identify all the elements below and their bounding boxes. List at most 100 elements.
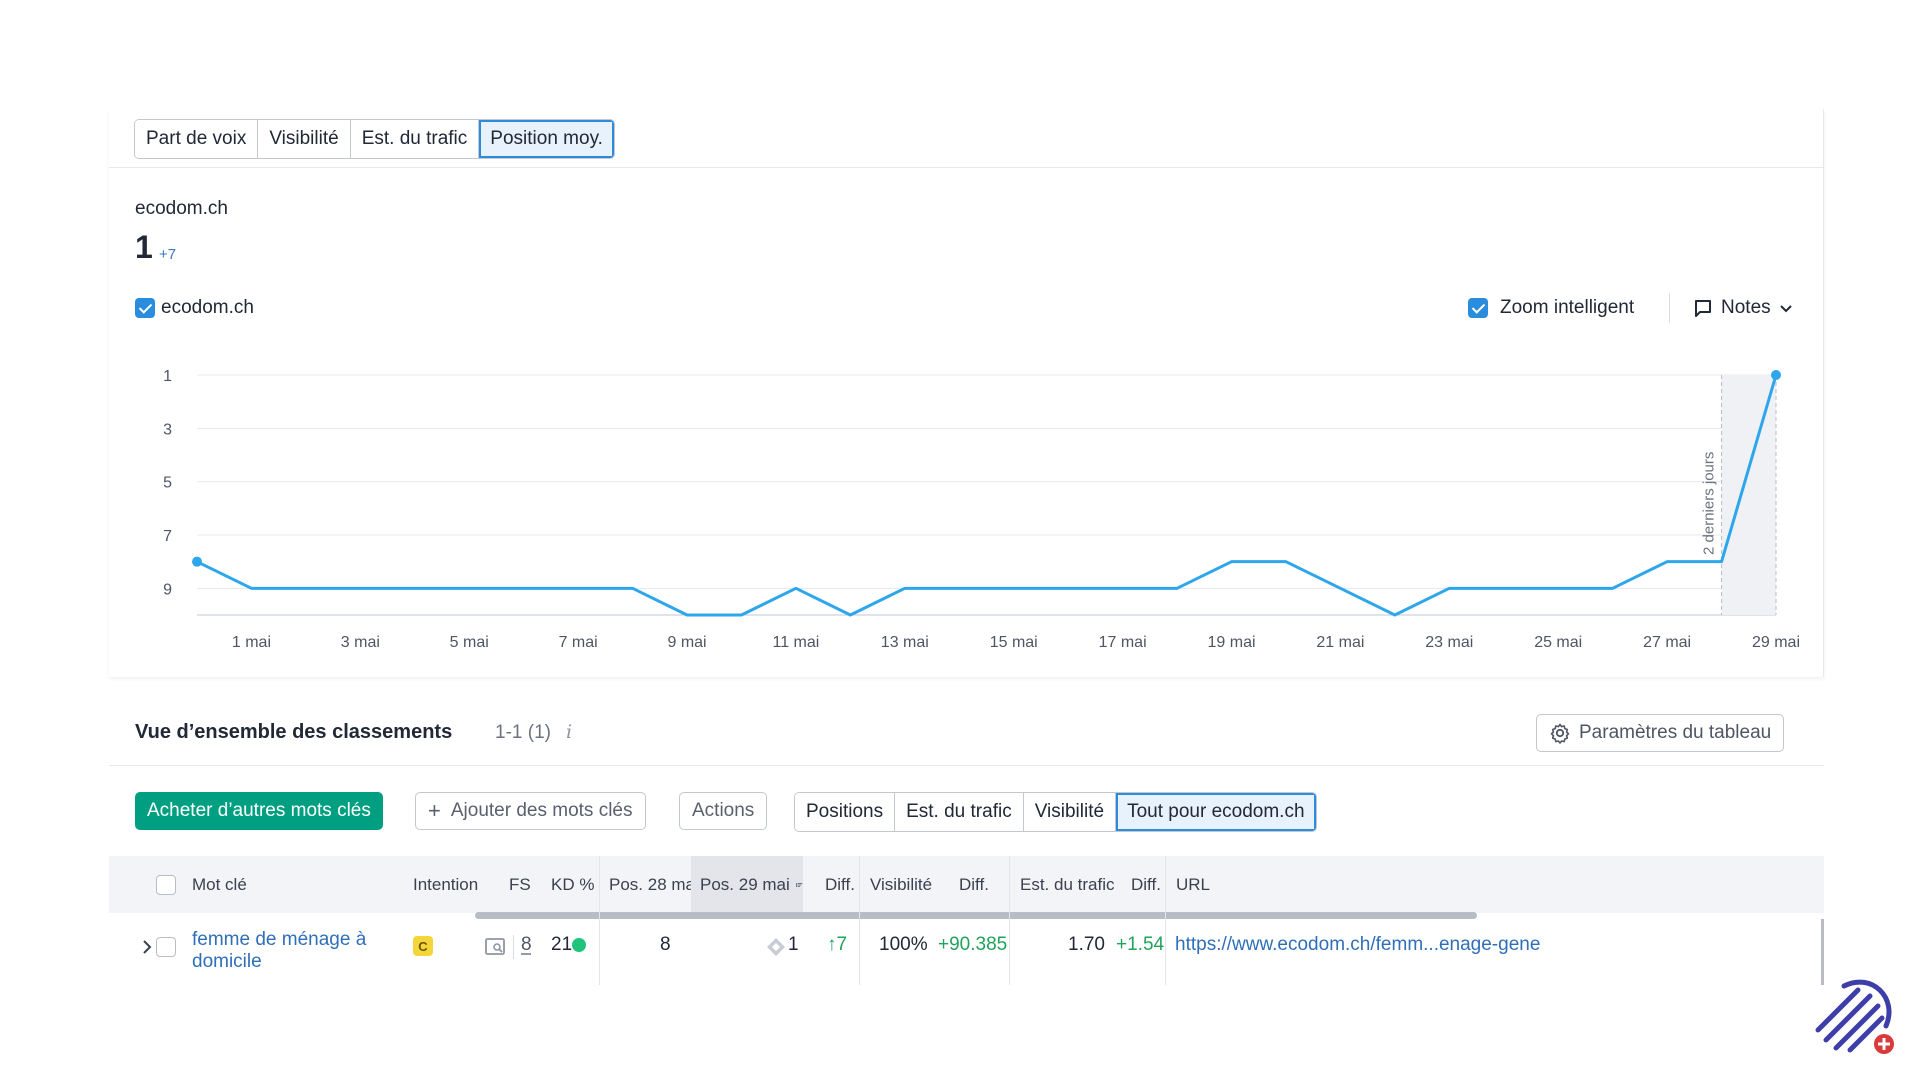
- y-tick-label: 3: [163, 421, 172, 438]
- y-tick-label: 1: [163, 368, 172, 385]
- divider: [1165, 856, 1166, 985]
- plus-icon: +: [428, 798, 441, 823]
- traffic-value: 1.70: [1068, 934, 1105, 955]
- table-settings-button[interactable]: Paramètres du tableau: [1536, 714, 1785, 752]
- tab-visibility[interactable]: Visibilité: [1023, 793, 1117, 831]
- comment-icon: [1695, 300, 1711, 317]
- tab-positions[interactable]: Positions: [795, 793, 896, 831]
- checkbox-checked-icon[interactable]: [1468, 298, 1488, 318]
- tab-share-of-voice[interactable]: Part de voix: [135, 120, 259, 158]
- section-title: Vue d’ensemble des classements: [135, 721, 453, 743]
- visibility-value: 100%: [879, 934, 928, 955]
- col-intent[interactable]: Intention: [413, 874, 479, 894]
- traffic-diff: +1.54: [1116, 934, 1165, 955]
- recent-days-label: 2 derniers jours: [1701, 452, 1718, 555]
- divider: [513, 935, 514, 959]
- y-tick-label: 7: [163, 528, 172, 545]
- kd-indicator-icon: [572, 938, 586, 952]
- divider: [1669, 293, 1670, 323]
- add-keywords-button[interactable]: + Ajouter des mots clés: [415, 792, 646, 830]
- row-checkbox[interactable]: [156, 937, 176, 957]
- keyword-line-2: domicile: [192, 951, 262, 972]
- x-tick-label: 29 mai: [1752, 634, 1800, 651]
- select-all-checkbox[interactable]: [156, 856, 176, 913]
- col-diff-traffic[interactable]: Diff.: [1131, 874, 1161, 894]
- tab-visibility[interactable]: Visibilité: [258, 120, 351, 158]
- pos-1-value: 8: [660, 934, 671, 955]
- col-fs[interactable]: FS: [509, 874, 531, 894]
- horizontal-scrollbar[interactable]: [475, 912, 1477, 919]
- x-tick-label: 9 mai: [667, 634, 706, 651]
- vertical-scrollbar[interactable]: [1821, 919, 1824, 985]
- col-traffic[interactable]: Est. du trafic: [1020, 874, 1115, 894]
- divider: [1009, 856, 1010, 985]
- table-row: femme de ménage à domicile C 8 21 8 1 ↑7…: [109, 919, 1824, 985]
- summary-domain: ecodom.ch: [135, 198, 228, 219]
- col-keyword[interactable]: Mot clé: [192, 874, 247, 894]
- serp-feature-diamond-icon: [767, 938, 785, 956]
- col-diff-visibility[interactable]: Diff.: [959, 874, 989, 894]
- position-line-chart: 1 3 5 7 9 1 mai 3 mai 5 mai 7 mai 9 mai 11 mai 13 …: [163, 368, 1800, 651]
- data-point: [1771, 370, 1781, 380]
- brand-logo-icon: [1815, 979, 1894, 1054]
- x-tick-label: 19 mai: [1208, 634, 1256, 651]
- y-tick-label: 5: [163, 475, 172, 492]
- tab-traffic[interactable]: Est. du trafic: [350, 120, 480, 158]
- position-diff: ↑7: [827, 934, 848, 955]
- actions-button[interactable]: Actions: [679, 792, 768, 830]
- summary-delta: +7: [159, 246, 177, 263]
- x-tick-label: 23 mai: [1425, 634, 1473, 651]
- fs-value[interactable]: 8: [521, 934, 532, 955]
- metric-tabs: Part de voix Visibilité Est. du trafic P…: [134, 119, 615, 159]
- gear-icon: [1550, 723, 1570, 744]
- x-tick-label: 1 mai: [232, 634, 271, 651]
- x-tick-label: 15 mai: [990, 634, 1038, 651]
- tab-all-for-domain[interactable]: Tout pour ecodom.ch: [1116, 793, 1316, 831]
- recent-days-band: [1721, 375, 1776, 615]
- serp-feature-icon: [485, 938, 505, 955]
- divider: [599, 856, 600, 985]
- col-visibility[interactable]: Visibilité: [870, 874, 933, 894]
- tab-average-position[interactable]: Position moy.: [479, 120, 614, 158]
- col-pos-1[interactable]: Pos. 28 mai: [609, 874, 699, 894]
- keyword-link[interactable]: femme de ménage à domicile: [192, 929, 366, 973]
- divider: [109, 765, 1824, 766]
- rankings-overview-card: Vue d’ensemble des classements 1-1 (1) i…: [109, 703, 1824, 985]
- kd-value: 21: [551, 934, 573, 955]
- x-tick-label: 13 mai: [881, 634, 929, 651]
- add-keywords-label: Ajouter des mots clés: [450, 800, 633, 821]
- data-point: [192, 556, 202, 567]
- url-link[interactable]: https://www.ecodom.ch/femm...enage-gene: [1175, 934, 1541, 955]
- sort-icon: [795, 882, 803, 887]
- x-tick-label: 25 mai: [1534, 634, 1582, 651]
- tab-traffic[interactable]: Est. du trafic: [895, 793, 1024, 831]
- y-tick-label: 9: [163, 581, 172, 598]
- smart-zoom-toggle[interactable]: Zoom intelligent: [1468, 297, 1634, 319]
- col-pos-2[interactable]: Pos. 29 mai: [691, 856, 803, 913]
- table-settings-label: Paramètres du tableau: [1579, 722, 1772, 743]
- chevron-right-icon[interactable]: [140, 939, 154, 955]
- smart-zoom-label: Zoom intelligent: [1500, 297, 1635, 318]
- series-line: [196, 374, 1778, 617]
- section-count: 1-1 (1): [495, 722, 551, 743]
- intent-badge: C: [413, 936, 433, 956]
- notes-label: Notes: [1721, 297, 1771, 318]
- x-tick-label: 7 mai: [559, 634, 598, 651]
- col-kd[interactable]: KD %: [551, 874, 595, 894]
- notes-button[interactable]: Notes: [1693, 297, 1793, 319]
- col-diff-position[interactable]: Diff.: [825, 874, 855, 894]
- legend-domain-toggle[interactable]: ecodom.ch: [135, 297, 254, 319]
- table-header: Mot clé Intention FS KD % Pos. 28 mai Po…: [109, 856, 1824, 913]
- position-chart-card: Part de voix Visibilité Est. du trafic P…: [109, 109, 1824, 677]
- view-tabs: Positions Est. du trafic Visibilité Tout…: [794, 792, 1317, 832]
- keyword-line-1: femme de ménage à: [192, 929, 367, 950]
- visibility-diff: +90.385: [938, 934, 1008, 955]
- buy-keywords-button[interactable]: Acheter d’autres mots clés: [135, 792, 383, 830]
- info-icon[interactable]: i: [566, 721, 573, 743]
- divider: [109, 167, 1823, 168]
- checkbox-checked-icon[interactable]: [135, 298, 155, 318]
- col-pos-2-label: Pos. 29 mai: [700, 874, 790, 894]
- col-url[interactable]: URL: [1176, 874, 1211, 894]
- pos-2-value: 1: [788, 934, 799, 955]
- x-tick-label: 11 mai: [773, 634, 820, 651]
